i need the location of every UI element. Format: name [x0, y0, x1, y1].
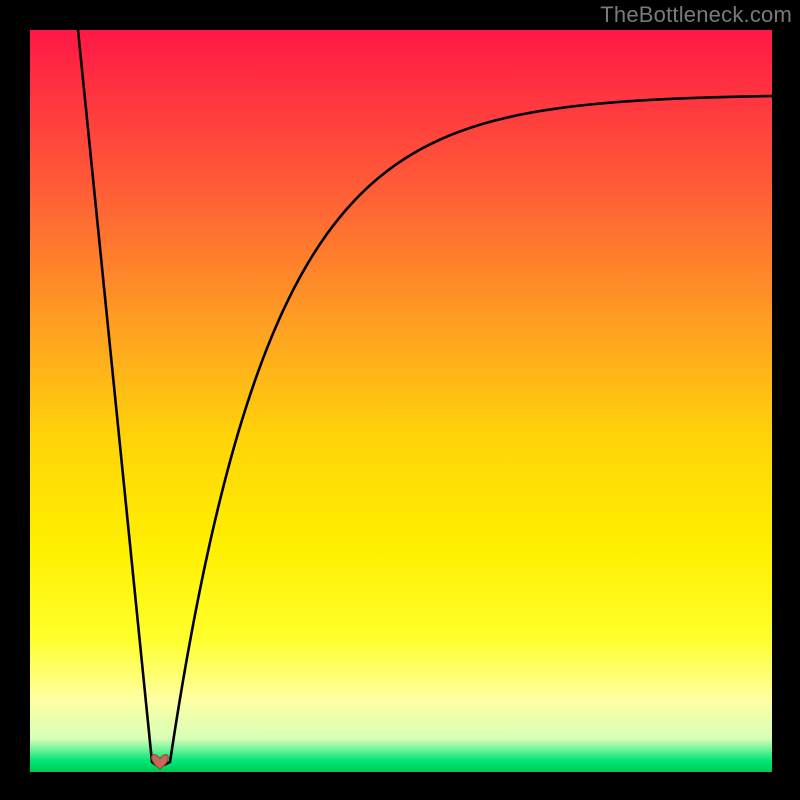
- attribution-text: TheBottleneck.com: [600, 2, 792, 28]
- chart-frame: TheBottleneck.com: [0, 0, 800, 800]
- plot-area: [30, 30, 772, 772]
- plot-svg: [30, 30, 772, 772]
